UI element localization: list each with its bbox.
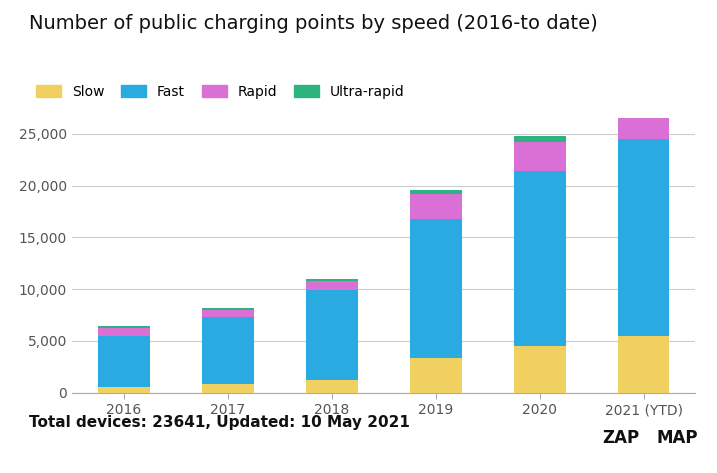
Bar [617,96,670,105]
Bar [201,384,254,393]
Bar [409,219,462,359]
Bar [98,336,150,387]
Bar [409,190,462,194]
Bar [201,310,254,317]
Bar [305,380,358,393]
Text: MAP: MAP [656,429,698,447]
Text: ZAP: ZAP [602,429,640,447]
Bar [305,290,358,380]
Bar [513,171,566,346]
Bar [617,139,670,336]
Bar [513,142,566,171]
Bar [617,105,670,139]
Bar [305,281,358,290]
Bar [617,336,670,393]
Bar [98,326,150,328]
Bar [305,279,358,281]
Bar [98,387,150,393]
Bar [409,194,462,219]
Bar [201,317,254,384]
Bar [409,359,462,393]
Bar [98,328,150,336]
Bar [513,346,566,393]
Bar [201,308,254,310]
Legend: Slow, Fast, Rapid, Ultra-rapid: Slow, Fast, Rapid, Ultra-rapid [36,85,405,99]
Bar [513,136,566,142]
Text: Number of public charging points by speed (2016-to date): Number of public charging points by spee… [29,14,597,33]
Text: Total devices: 23641, Updated: 10 May 2021: Total devices: 23641, Updated: 10 May 20… [29,415,409,430]
